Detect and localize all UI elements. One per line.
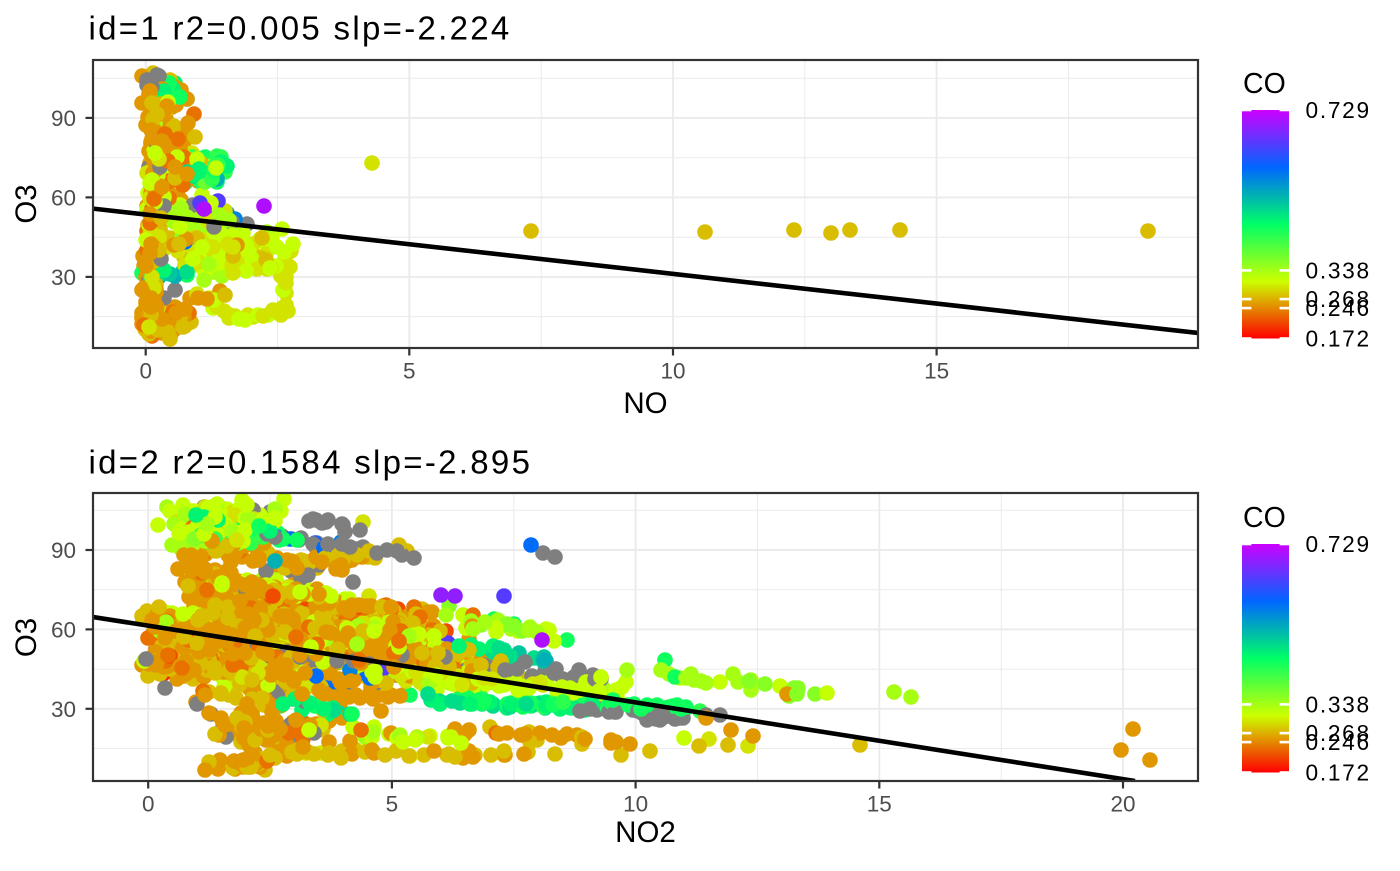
svg-text:O3: O3	[10, 618, 43, 657]
svg-text:NO: NO	[623, 387, 667, 420]
svg-text:15: 15	[867, 792, 892, 817]
svg-text:0.338: 0.338	[1306, 691, 1371, 717]
svg-text:10: 10	[623, 792, 648, 817]
svg-text:60: 60	[51, 185, 76, 210]
svg-text:60: 60	[51, 617, 76, 642]
svg-text:O3: O3	[10, 184, 43, 223]
svg-text:CO: CO	[1243, 502, 1286, 534]
svg-text:0.729: 0.729	[1306, 531, 1371, 557]
svg-text:0.246: 0.246	[1306, 295, 1371, 321]
svg-text:30: 30	[51, 697, 76, 722]
svg-text:0.729: 0.729	[1306, 97, 1371, 123]
svg-text:0: 0	[142, 792, 155, 817]
svg-text:30: 30	[51, 265, 76, 290]
svg-text:0.172: 0.172	[1306, 326, 1371, 352]
svg-text:90: 90	[51, 538, 76, 563]
svg-text:0.268: 0.268	[1306, 286, 1371, 312]
svg-text:id=2 r2=0.1584 slp=-2.895: id=2 r2=0.1584 slp=-2.895	[89, 444, 533, 481]
svg-text:0: 0	[139, 359, 152, 384]
svg-text:5: 5	[386, 792, 399, 817]
svg-text:0.338: 0.338	[1306, 257, 1371, 283]
svg-text:20: 20	[1110, 792, 1135, 817]
svg-text:90: 90	[51, 106, 76, 131]
svg-text:CO: CO	[1243, 68, 1286, 100]
svg-text:0.172: 0.172	[1306, 760, 1371, 786]
svg-text:15: 15	[924, 359, 949, 384]
svg-text:5: 5	[403, 359, 416, 384]
svg-text:0.246: 0.246	[1306, 729, 1371, 755]
svg-text:NO2: NO2	[615, 816, 676, 849]
svg-text:id=1 r2=0.005 slp=-2.224: id=1 r2=0.005 slp=-2.224	[89, 10, 512, 47]
svg-text:0.268: 0.268	[1306, 720, 1371, 746]
svg-text:10: 10	[660, 359, 685, 384]
